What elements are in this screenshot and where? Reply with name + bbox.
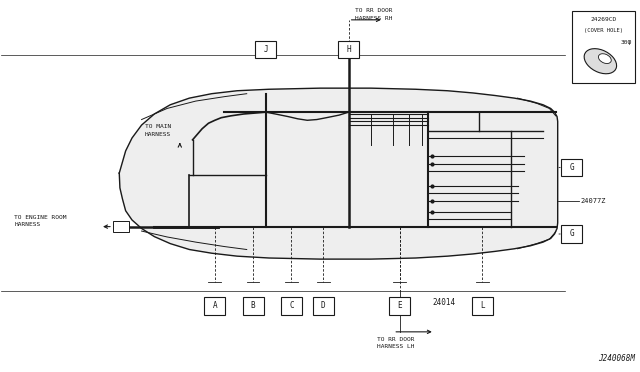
Text: C: C bbox=[289, 301, 294, 311]
Text: HARNESS: HARNESS bbox=[14, 222, 40, 227]
Text: J240068M: J240068M bbox=[598, 354, 636, 363]
Bar bbox=[472, 297, 493, 315]
Ellipse shape bbox=[598, 54, 611, 64]
Text: 24077Z: 24077Z bbox=[580, 198, 605, 204]
Bar bbox=[281, 297, 302, 315]
Text: H: H bbox=[346, 45, 351, 54]
Bar bbox=[313, 297, 333, 315]
Ellipse shape bbox=[584, 49, 616, 74]
Text: J: J bbox=[264, 45, 268, 54]
Text: TO ENGINE ROOM: TO ENGINE ROOM bbox=[14, 215, 67, 220]
Text: 24014: 24014 bbox=[433, 298, 456, 307]
Bar bbox=[572, 11, 636, 83]
Polygon shape bbox=[119, 88, 557, 259]
Text: (COVER HOLE): (COVER HOLE) bbox=[584, 28, 623, 33]
Text: HARNESS LH: HARNESS LH bbox=[378, 344, 415, 349]
Text: HARNESS: HARNESS bbox=[145, 132, 171, 137]
Text: E: E bbox=[397, 301, 402, 311]
Text: G: G bbox=[570, 230, 574, 238]
Text: D: D bbox=[321, 301, 326, 311]
Text: TO MAIN: TO MAIN bbox=[145, 124, 171, 129]
Text: 30φ: 30φ bbox=[621, 40, 632, 45]
Text: A: A bbox=[212, 301, 217, 311]
Text: TO RR DOOR: TO RR DOOR bbox=[378, 337, 415, 342]
Text: G: G bbox=[570, 163, 574, 172]
Text: TO RR DOOR: TO RR DOOR bbox=[355, 8, 392, 13]
Bar bbox=[204, 297, 225, 315]
Text: 24269CD: 24269CD bbox=[591, 17, 617, 22]
Text: L: L bbox=[480, 301, 485, 311]
Bar bbox=[243, 297, 264, 315]
Bar bbox=[338, 41, 359, 58]
Bar bbox=[389, 297, 410, 315]
Bar bbox=[561, 225, 582, 243]
Bar bbox=[255, 41, 276, 58]
Text: B: B bbox=[251, 301, 255, 311]
Text: HARNESS RH: HARNESS RH bbox=[355, 16, 392, 20]
Bar bbox=[113, 221, 129, 232]
Bar bbox=[561, 159, 582, 176]
